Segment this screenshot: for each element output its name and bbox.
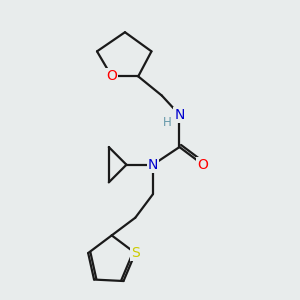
Text: O: O	[106, 69, 117, 83]
Text: N: N	[148, 158, 158, 172]
Text: H: H	[163, 116, 172, 128]
Text: S: S	[131, 246, 140, 260]
Text: N: N	[174, 108, 184, 122]
Text: O: O	[198, 158, 208, 172]
